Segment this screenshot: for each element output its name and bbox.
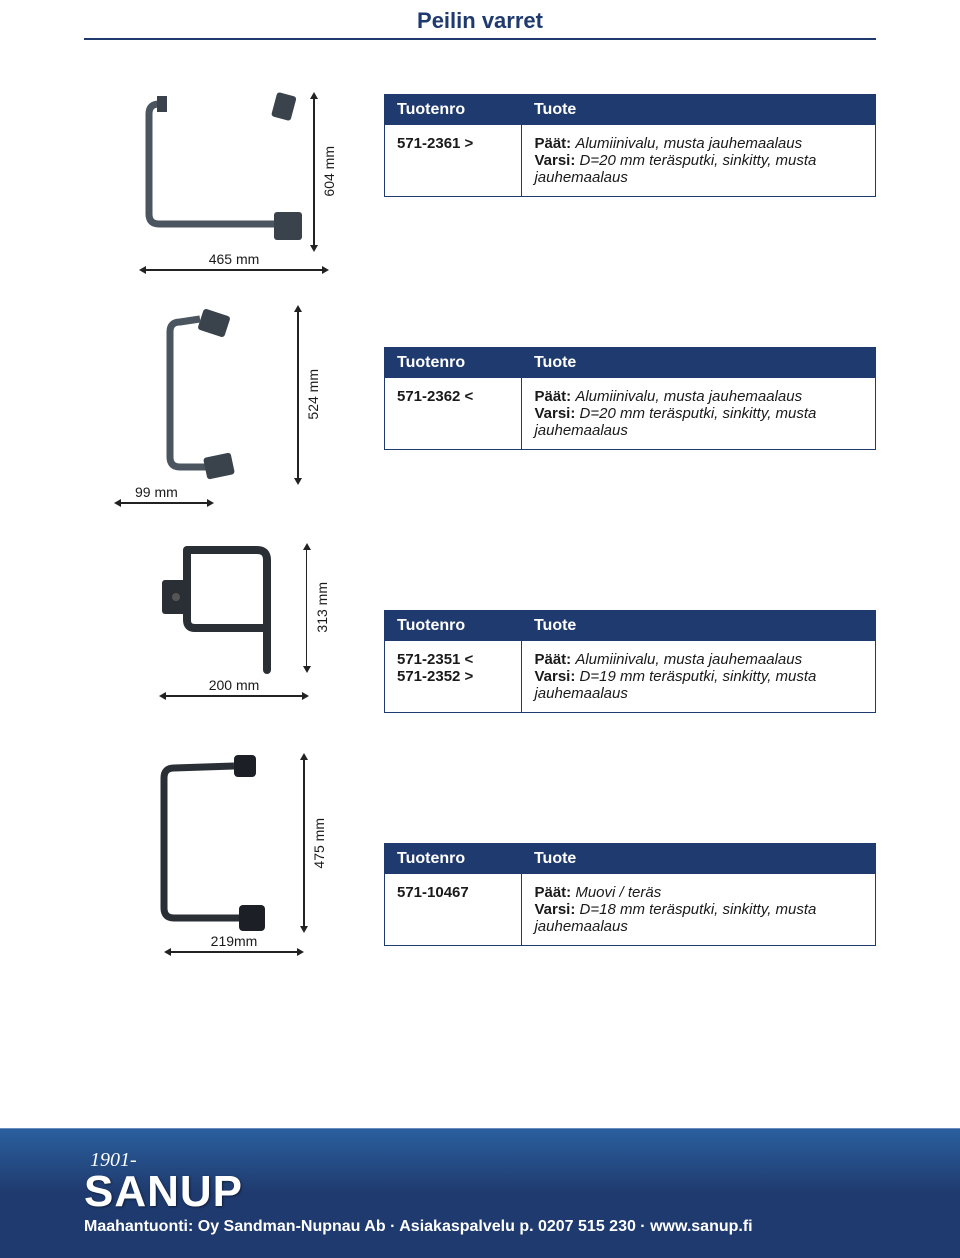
product-desc: Päät: Alumiinivalu, musta jauhemaalaus V… <box>522 125 876 197</box>
product-desc: Päät: Alumiinivalu, musta jauhemaalaus V… <box>522 641 876 713</box>
product-code: 571-2362 < <box>385 378 522 450</box>
product-table-block: Tuotenro Tuote 571-2362 < Päät: Alumiini… <box>384 347 876 450</box>
product-image-block: 313 mm 200 mm <box>84 530 384 693</box>
table-header-code: Tuotenro <box>385 844 522 875</box>
table-header-desc: Tuote <box>522 611 876 642</box>
product-table-block: Tuotenro Tuote 571-10467 Päät: Muovi / t… <box>384 843 876 946</box>
dim-vertical-label: 604 mm <box>319 146 339 197</box>
product-table-block: Tuotenro Tuote 571-2351 < 571-2352 > Pää… <box>384 610 876 713</box>
product-table: Tuotenro Tuote 571-2361 > Päät: Alumiini… <box>384 94 876 197</box>
product-image-block: 524 mm 99 mm <box>84 297 384 500</box>
product-row: 524 mm 99 mm Tuotenro Tuote 571-2362 < P… <box>84 297 876 500</box>
product-table-block: Tuotenro Tuote 571-2361 > Päät: Alumiini… <box>384 94 876 197</box>
product-image <box>129 84 309 259</box>
product-image <box>137 530 292 685</box>
product-desc: Päät: Alumiinivalu, musta jauhemaalaus V… <box>522 378 876 450</box>
product-code: 571-2361 > <box>385 125 522 197</box>
product-image <box>139 743 289 943</box>
product-code: 571-2351 < 571-2352 > <box>385 641 522 713</box>
table-header-code: Tuotenro <box>385 95 522 126</box>
dim-vertical-label: 313 mm <box>312 582 332 633</box>
product-desc: Päät: Muovi / teräs Varsi: D=18 mm teräs… <box>522 874 876 946</box>
product-code: 571-10467 <box>385 874 522 946</box>
product-image-block: 604 mm 465 mm <box>84 84 384 267</box>
table-row: 571-2361 > Päät: Alumiinivalu, musta jau… <box>385 125 876 197</box>
footer-contact-text: Maahantuonti: Oy Sandman-Nupnau Ab · Asi… <box>84 1218 876 1236</box>
table-header-desc: Tuote <box>522 95 876 126</box>
table-row: 571-2362 < Päät: Alumiinivalu, musta jau… <box>385 378 876 450</box>
product-table: Tuotenro Tuote 571-2351 < 571-2352 > Pää… <box>384 610 876 713</box>
dim-vertical-label: 475 mm <box>309 818 329 869</box>
table-header-desc: Tuote <box>522 844 876 875</box>
product-row: 313 mm 200 mm Tuotenro Tuote 571-2351 < … <box>84 530 876 713</box>
page-header: Peilin varret <box>0 0 960 44</box>
product-image <box>145 297 275 492</box>
page-title: Peilin varret <box>0 8 960 34</box>
table-row: 571-10467 Päät: Muovi / teräs Varsi: D=1… <box>385 874 876 946</box>
page-footer: 1901- SANUP Maahantuonti: Oy Sandman-Nup… <box>0 1128 960 1258</box>
product-image-block: 475 mm 219mm <box>84 743 384 949</box>
product-table: Tuotenro Tuote 571-2362 < Päät: Alumiini… <box>384 347 876 450</box>
header-rule <box>84 38 876 40</box>
product-row: 475 mm 219mm Tuotenro Tuote 571-10467 Pä… <box>84 743 876 949</box>
content-area: 604 mm 465 mm Tuotenro Tuote 571-2361 > … <box>0 44 960 949</box>
table-header-code: Tuotenro <box>385 348 522 379</box>
footer-logo: 1901- SANUP <box>84 1149 876 1212</box>
footer-brand: SANUP <box>84 1172 876 1212</box>
table-header-desc: Tuote <box>522 348 876 379</box>
product-row: 604 mm 465 mm Tuotenro Tuote 571-2361 > … <box>84 84 876 267</box>
table-header-code: Tuotenro <box>385 611 522 642</box>
table-row: 571-2351 < 571-2352 > Päät: Alumiinivalu… <box>385 641 876 713</box>
dim-vertical-label: 524 mm <box>303 369 323 420</box>
product-table: Tuotenro Tuote 571-10467 Päät: Muovi / t… <box>384 843 876 946</box>
